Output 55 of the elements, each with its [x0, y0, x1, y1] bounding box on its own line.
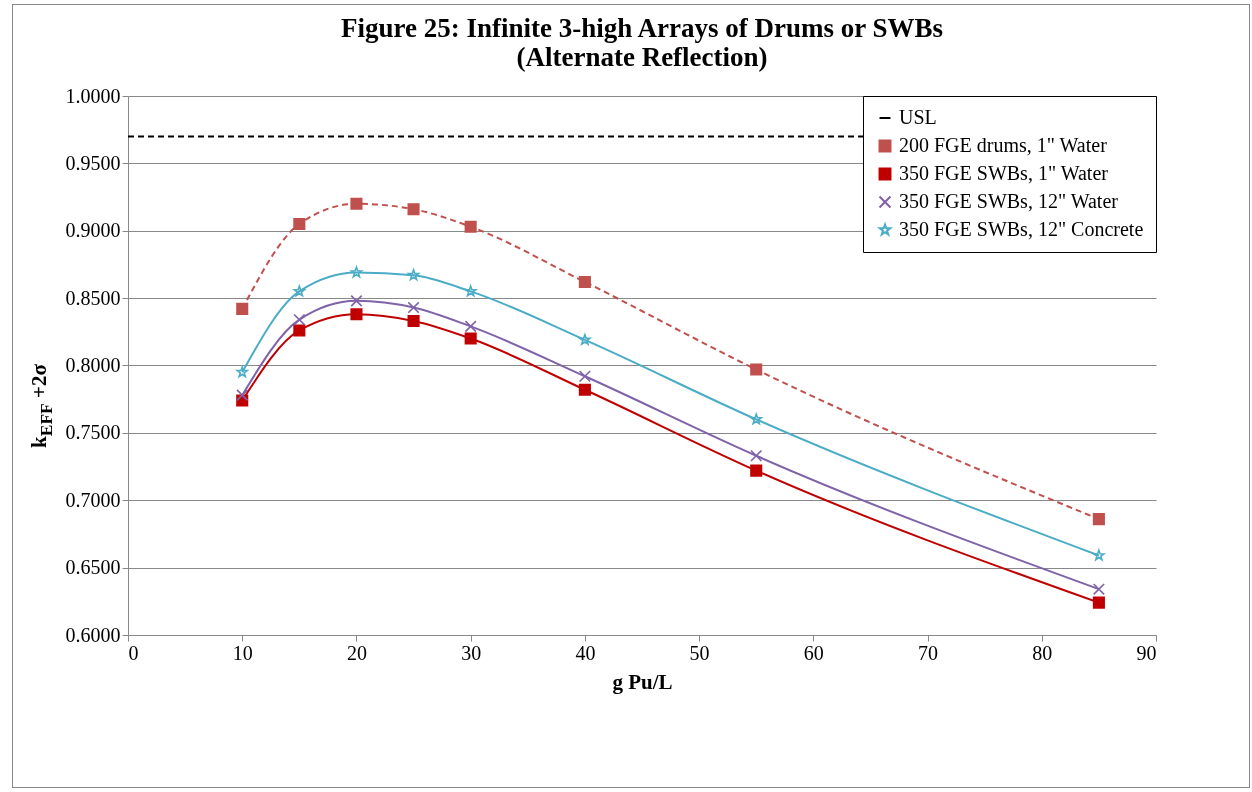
point	[293, 217, 306, 231]
legend-label: 200 FGE drums, 1" Water	[899, 134, 1108, 156]
legend-label: 350 FGE SWBs, 12" Water	[899, 190, 1119, 212]
chart-title: Figure 25: Infinite 3-high Arrays of Drums or SWBs (Alternate Reflection)	[340, 13, 944, 72]
point	[236, 389, 249, 402]
point	[293, 285, 306, 297]
point	[350, 308, 363, 321]
x-tick-label: 60	[803, 641, 824, 664]
point	[293, 313, 306, 326]
point	[350, 197, 363, 210]
point	[407, 314, 420, 328]
point	[578, 370, 591, 383]
y-tick-label: 0.6000	[65, 623, 121, 646]
legend-label: 350 FGE SWBs, 12" Concrete	[899, 218, 1144, 240]
point	[578, 275, 591, 288]
point	[350, 266, 363, 278]
point	[236, 302, 249, 315]
point	[407, 203, 420, 216]
point	[464, 285, 477, 297]
y-tick-label: 0.8000	[65, 354, 121, 376]
x-axis-title: g Pu/L	[612, 669, 673, 694]
point	[407, 301, 420, 314]
y-tick-label: 0.7000	[65, 488, 121, 511]
point	[750, 413, 763, 425]
x-tick-label: 70	[918, 641, 939, 664]
point	[1092, 596, 1105, 609]
y-tick-label: 0.9000	[65, 219, 121, 242]
y-tick-label: 1.0000	[65, 84, 121, 107]
point	[1093, 549, 1105, 561]
point	[1092, 583, 1105, 596]
x-tick-label: 20	[346, 641, 367, 664]
legend-label: 350 FGE SWBs, 1" Water	[899, 162, 1109, 184]
point	[464, 320, 477, 333]
x-tick-label: 50	[689, 641, 710, 664]
x-tick-label: 90	[1136, 641, 1157, 664]
y-tick-label: 0.6500	[65, 556, 121, 579]
y-tick-label: 0.8500	[65, 286, 121, 309]
x-tick-label: 30	[461, 641, 482, 664]
legend-label: USL	[899, 106, 937, 128]
point	[579, 333, 591, 345]
point	[750, 363, 763, 376]
x-tick-label: 10	[232, 641, 253, 664]
point	[578, 383, 591, 396]
point	[1092, 513, 1105, 526]
x-tick-label: 80	[1032, 641, 1053, 664]
point	[750, 449, 763, 462]
point	[464, 220, 477, 233]
x-tick-label: 0	[128, 641, 139, 664]
point	[464, 332, 477, 345]
point	[350, 294, 363, 307]
point	[293, 324, 306, 337]
y-tick-label: 0.7500	[65, 421, 121, 444]
point	[750, 464, 763, 477]
x-tick-label: 40	[575, 641, 596, 664]
y-tick-label: 0.9500	[65, 151, 121, 174]
